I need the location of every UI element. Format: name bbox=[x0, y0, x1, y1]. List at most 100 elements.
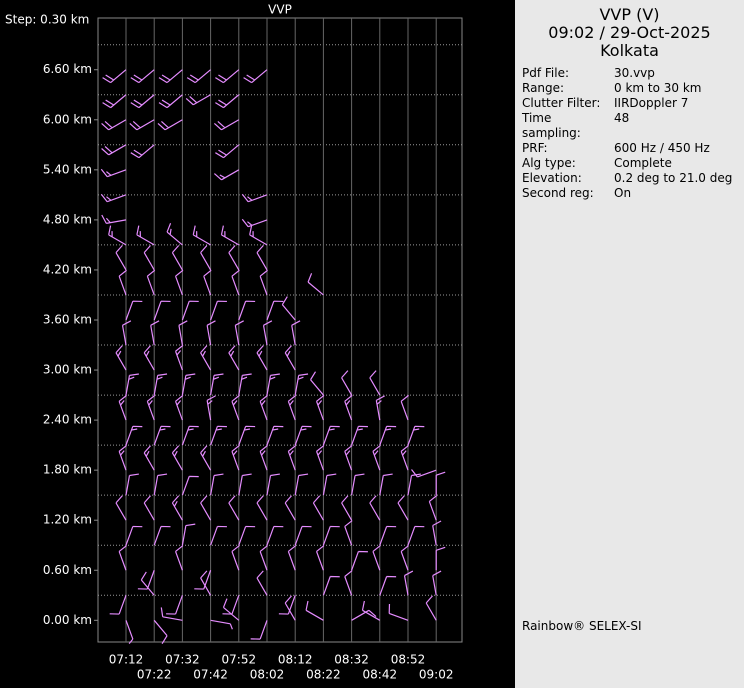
wind-barb bbox=[231, 545, 240, 571]
wind-barb bbox=[294, 425, 312, 446]
wind-barb bbox=[125, 300, 143, 321]
wind-barb bbox=[200, 495, 212, 521]
wind-barb bbox=[146, 269, 156, 296]
wind-barb bbox=[171, 495, 183, 521]
wind-barb bbox=[435, 546, 446, 571]
wind-barb bbox=[130, 94, 155, 109]
wind-barb bbox=[118, 269, 127, 296]
wind-barb bbox=[344, 520, 353, 546]
wind-barb bbox=[115, 345, 127, 371]
wind-barb bbox=[157, 119, 183, 131]
wind-barb bbox=[435, 471, 446, 496]
wind-barb bbox=[136, 225, 155, 246]
wind-barb bbox=[315, 444, 325, 471]
field-key: Pdf File: bbox=[522, 66, 570, 80]
wind-barb bbox=[400, 444, 409, 471]
wind-barb bbox=[266, 373, 280, 396]
wind-barb bbox=[137, 570, 155, 590]
wind-barb bbox=[344, 570, 353, 596]
wind-barb bbox=[287, 545, 297, 571]
fields: Pdf File: 30.vvp Range: 0 km to 30 km Clutte… bbox=[515, 66, 744, 201]
field-row: Elevation: 0.2 deg to 21.0 deg bbox=[515, 171, 744, 186]
wind-barb bbox=[238, 300, 256, 321]
wind-barb bbox=[372, 545, 381, 571]
y-tick-label: 0.60 km bbox=[43, 563, 92, 577]
wind-barb bbox=[101, 214, 127, 224]
wind-barb bbox=[294, 473, 309, 496]
wind-barb bbox=[228, 345, 240, 371]
wind-barb bbox=[200, 345, 212, 371]
wind-barb bbox=[129, 119, 155, 131]
wind-barb bbox=[278, 595, 296, 615]
wind-barb bbox=[215, 69, 240, 84]
wind-barb bbox=[115, 495, 127, 521]
wind-barb bbox=[200, 570, 212, 596]
field-row: Pdf File: 30.vvp bbox=[515, 66, 744, 81]
field-value: On bbox=[614, 186, 632, 200]
wind-barb bbox=[231, 269, 240, 296]
wind-barb bbox=[241, 193, 268, 203]
wind-barb bbox=[186, 69, 211, 84]
wind-barb bbox=[341, 370, 353, 396]
wind-barb bbox=[425, 595, 437, 621]
wind-barb bbox=[125, 425, 143, 446]
step-label: Step: 0.30 km bbox=[5, 13, 89, 27]
wind-barb bbox=[243, 69, 268, 84]
wind-barb bbox=[256, 570, 268, 596]
wind-barb bbox=[379, 575, 397, 596]
wind-barb bbox=[200, 445, 212, 471]
wind-barb bbox=[388, 603, 409, 621]
field-key: Second reg: bbox=[522, 186, 594, 200]
field-key: Clutter Filter: bbox=[522, 96, 601, 110]
wind-barb bbox=[256, 245, 268, 271]
wind-barb bbox=[101, 144, 127, 156]
wind-barb bbox=[305, 600, 324, 621]
wind-barb bbox=[181, 475, 199, 496]
wind-barb bbox=[341, 495, 353, 521]
wind-barb bbox=[249, 225, 268, 246]
x-tick-label: 08:32 bbox=[334, 653, 369, 667]
wind-barb bbox=[238, 473, 252, 496]
wind-barb bbox=[181, 523, 196, 546]
wind-barb bbox=[259, 545, 268, 571]
wind-barb bbox=[215, 144, 240, 159]
wind-barb bbox=[171, 445, 183, 471]
field-value: 0.2 deg to 21.0 deg bbox=[614, 171, 733, 185]
wind-barb bbox=[322, 575, 340, 596]
info-panel: VVP (V) 09:02 / 29-Oct-2025 Kolkata Pdf … bbox=[515, 0, 744, 688]
wind-barb bbox=[228, 495, 240, 521]
wind-barb bbox=[256, 495, 268, 521]
wind-barb bbox=[322, 425, 340, 446]
wind-barb bbox=[213, 119, 240, 131]
wind-barb bbox=[125, 373, 139, 396]
y-tick-label: 6.00 km bbox=[43, 112, 92, 126]
wind-barb bbox=[153, 373, 168, 396]
wind-barb bbox=[231, 444, 240, 471]
x-tick-label: 07:52 bbox=[222, 653, 257, 667]
wind-barb bbox=[351, 609, 377, 621]
y-tick-label: 4.20 km bbox=[43, 262, 92, 276]
x-tick-label: 09:02 bbox=[419, 668, 454, 682]
wind-barb bbox=[351, 550, 368, 571]
y-tick-label: 2.40 km bbox=[43, 413, 92, 427]
wind-barb bbox=[344, 394, 353, 421]
wind-barb bbox=[403, 570, 414, 596]
wind-barb bbox=[361, 600, 381, 621]
wind-barb bbox=[351, 425, 368, 446]
wind-barb bbox=[118, 394, 127, 421]
wind-barb bbox=[100, 168, 127, 178]
wind-barb bbox=[210, 425, 227, 446]
wind-barb bbox=[143, 495, 155, 521]
panel-title: VVP (V) bbox=[599, 5, 660, 24]
y-tick-label: 3.00 km bbox=[43, 363, 92, 377]
wind-barb bbox=[143, 445, 155, 471]
wind-barb bbox=[432, 570, 442, 596]
wind-barb bbox=[351, 473, 365, 496]
wind-barb bbox=[315, 545, 325, 571]
panel-time: 09:02 / 29-Oct-2025 bbox=[548, 23, 711, 42]
wind-barb bbox=[100, 193, 127, 203]
wind-barb bbox=[153, 619, 168, 645]
field-value: Complete bbox=[614, 156, 672, 170]
wind-barb bbox=[379, 473, 393, 496]
wind-barb bbox=[181, 425, 199, 446]
